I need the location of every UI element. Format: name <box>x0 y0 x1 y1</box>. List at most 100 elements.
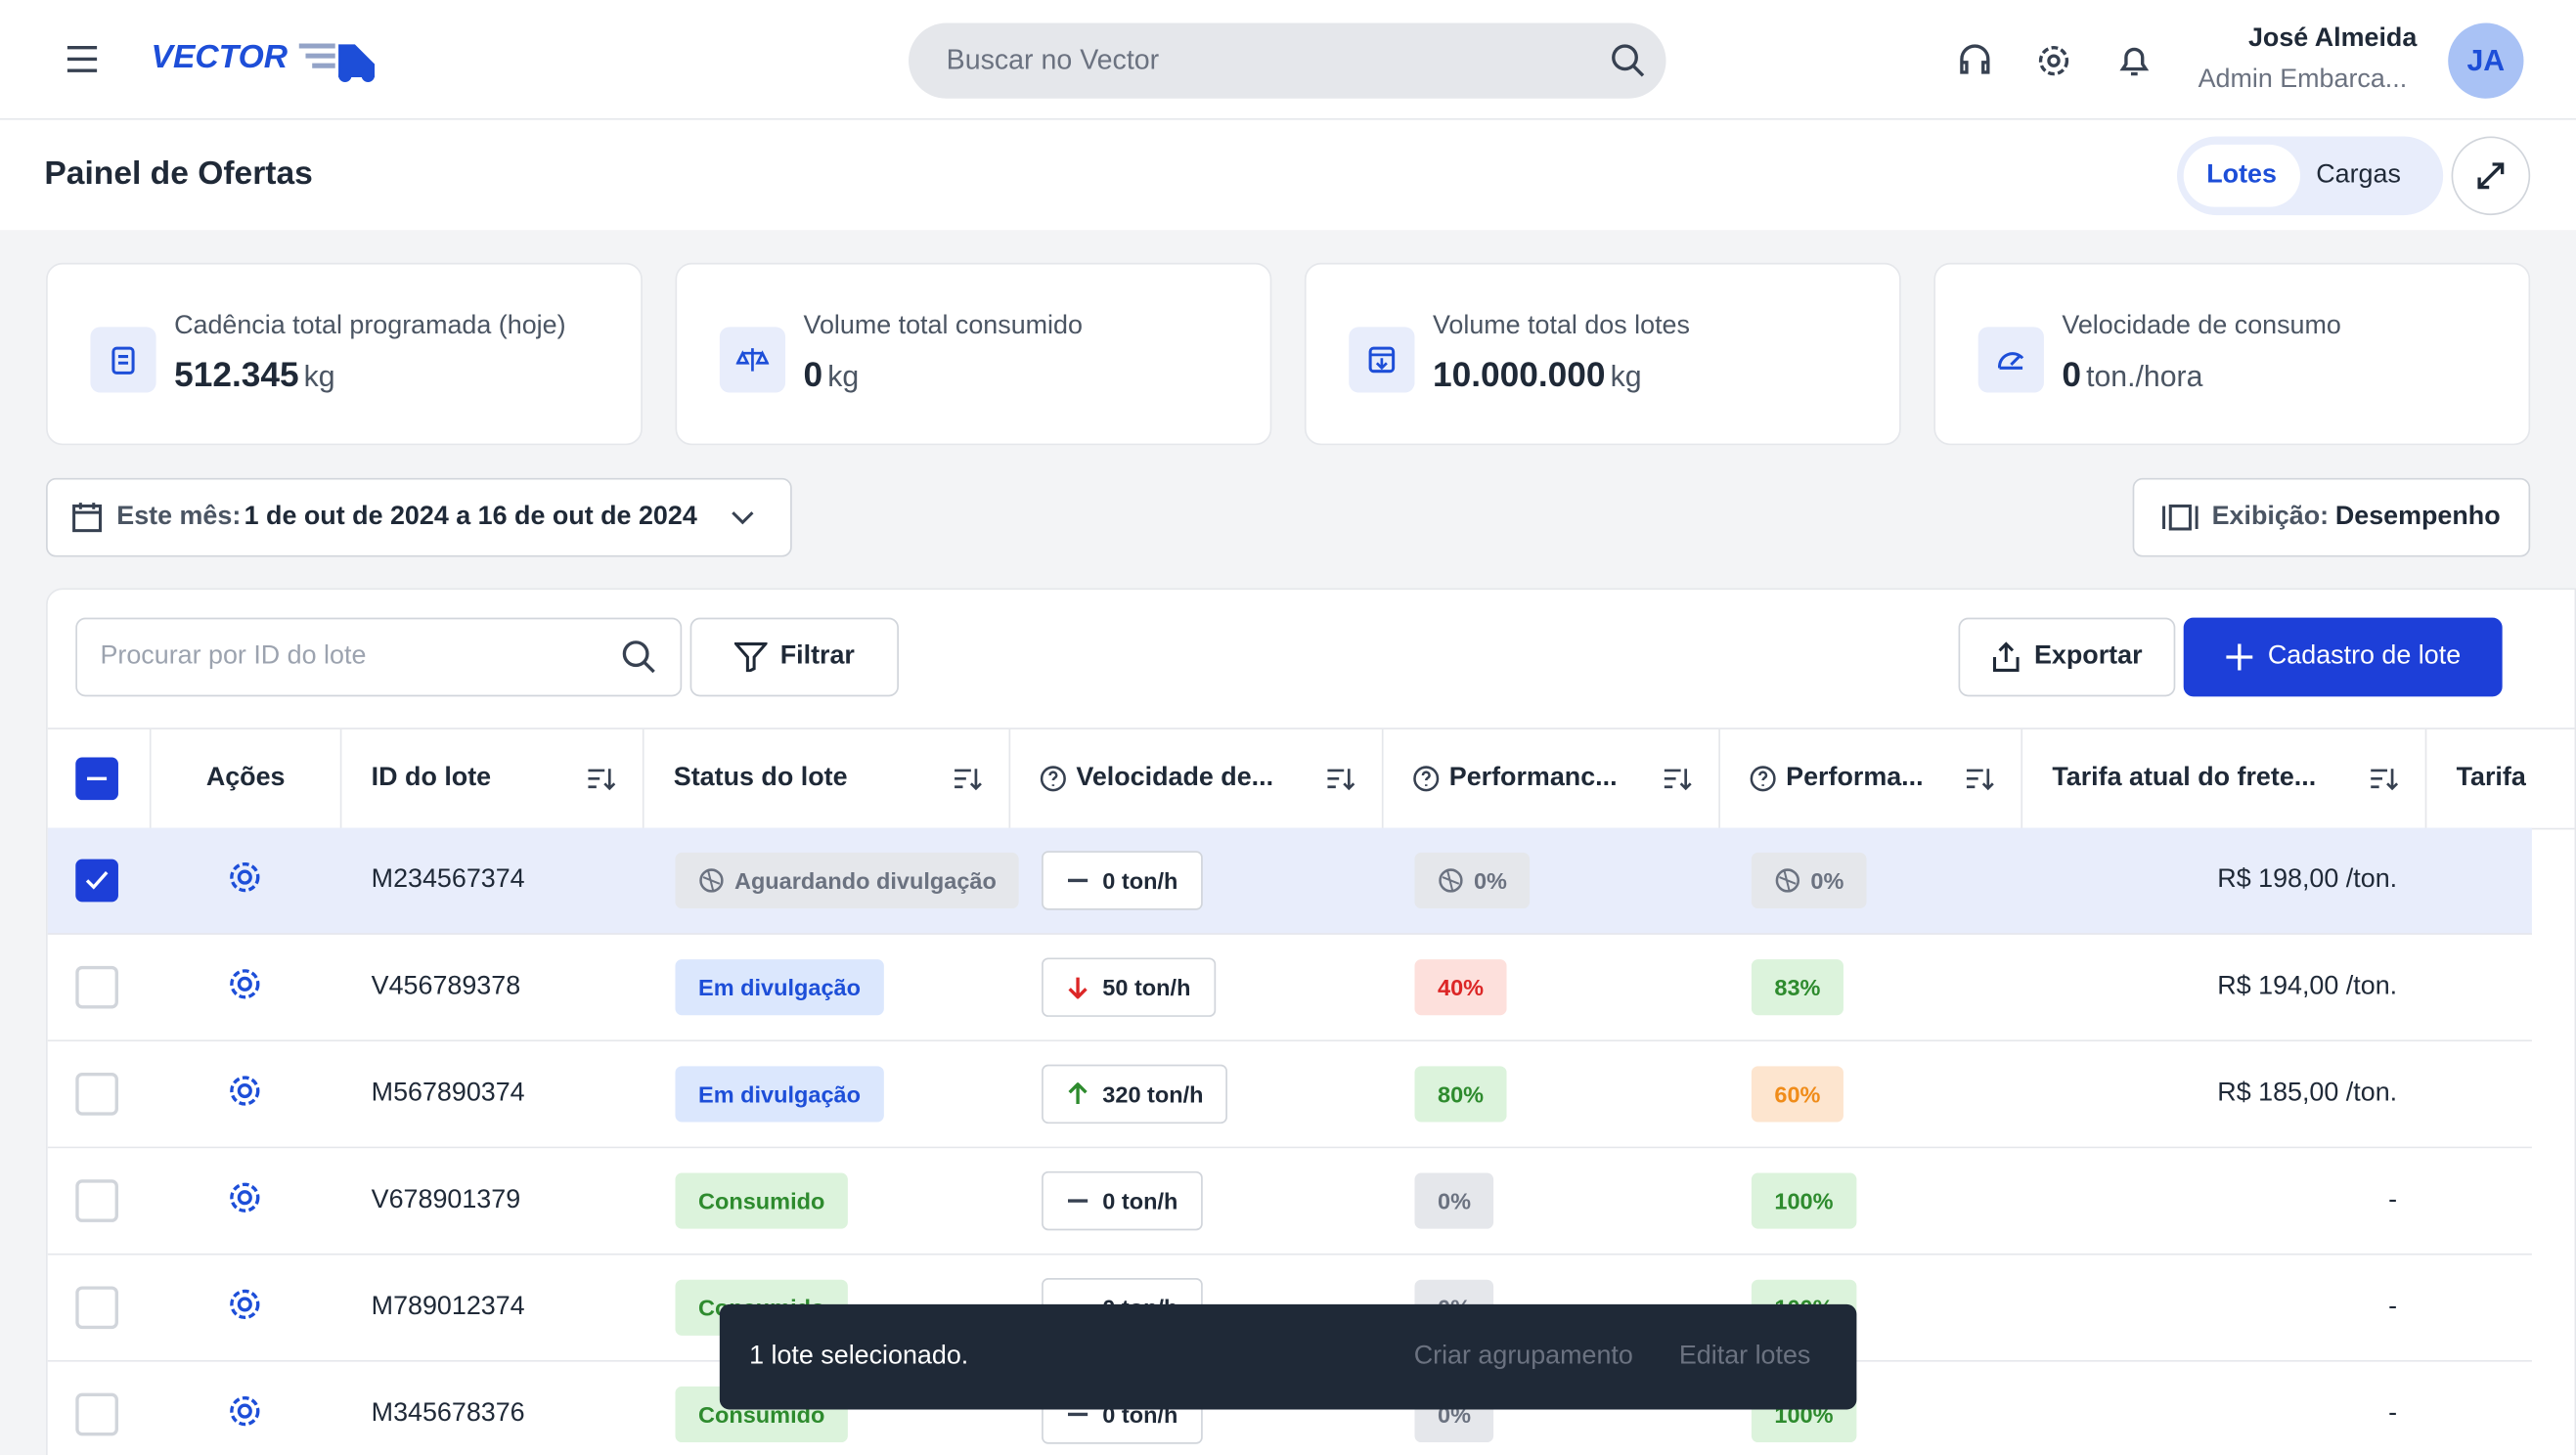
menu-icon[interactable] <box>66 44 99 73</box>
sort-icon <box>1327 769 1355 791</box>
stat-icon <box>1349 327 1415 393</box>
column-header[interactable]: Ações <box>152 728 342 828</box>
cell <box>75 828 118 934</box>
plus-icon <box>2226 643 2253 671</box>
row-checkbox[interactable] <box>75 965 118 1009</box>
period: 1 de out de 2024 a 16 de out de 2024 <box>244 503 697 531</box>
notification-icon[interactable] <box>2114 41 2154 80</box>
column-header[interactable]: ID do lote <box>341 728 644 828</box>
table-row[interactable]: M234567374 Aguardando divulgação 0 ton/h 0%… <box>47 827 2532 935</box>
performance-badge: 100% <box>1751 1172 1857 1229</box>
stat-glyph <box>1368 346 1396 374</box>
period-filter[interactable]: Este mês: 1 de out de 2024 a 16 de out de… <box>46 477 792 557</box>
row-checkbox[interactable] <box>75 859 118 903</box>
lot-search[interactable]: Procurar por ID do lote <box>75 617 683 697</box>
top-bar: VECTOR Buscar no Vector José Almeida Adm… <box>0 0 2576 120</box>
select-all[interactable] <box>75 757 118 801</box>
tab[interactable]: Lotes <box>2183 144 2300 207</box>
actions-button[interactable] <box>227 1072 263 1116</box>
cell: Consumido <box>675 1148 848 1254</box>
view-toggle[interactable]: Exibição: Desempenho <box>2132 477 2531 557</box>
actions-button[interactable] <box>227 1178 263 1222</box>
create-button[interactable]: Cadastro de lote <box>2183 617 2503 697</box>
trend-icon <box>1067 1412 1088 1417</box>
pending-icon <box>1439 868 1463 893</box>
cell <box>227 935 263 1040</box>
expand-icon <box>2477 162 2505 190</box>
stat-unit: kg <box>827 359 860 393</box>
snackbar-action[interactable]: Editar lotes <box>1678 1342 1811 1371</box>
row-checkbox[interactable] <box>75 1073 118 1116</box>
cell: 40% <box>1414 935 1507 1040</box>
actions-button[interactable] <box>227 859 263 903</box>
gear-icon <box>230 1181 260 1212</box>
performance-text: 80% <box>1438 1080 1485 1108</box>
tab[interactable]: Cargas <box>2316 160 2401 190</box>
column-title: Ações <box>205 764 286 792</box>
table-header: Ações ID do lote Status do lote Velocidade … <box>47 728 2575 830</box>
row-checkbox[interactable] <box>75 1286 118 1330</box>
column-header[interactable]: Status do lote <box>644 728 1011 828</box>
export-button[interactable]: Exportar <box>1958 617 2176 697</box>
lot-id: V678901379 <box>371 1185 521 1214</box>
actions-button[interactable] <box>227 1286 263 1330</box>
lot-id: V456789378 <box>371 972 521 1001</box>
support-icon[interactable] <box>1955 41 1994 80</box>
performance-text: 60% <box>1774 1080 1821 1108</box>
sort-icon <box>955 769 982 791</box>
column-title: Performa... <box>1786 764 1924 792</box>
cell <box>227 1362 263 1455</box>
actions-button[interactable] <box>227 1392 263 1436</box>
column-header[interactable]: Tarifa atual do frete... <box>2022 728 2427 828</box>
column-header[interactable]: Velocidade de... <box>1010 728 1384 828</box>
cell: 0 ton/h <box>1042 1148 1203 1254</box>
expand-button[interactable] <box>2451 136 2531 216</box>
export-label: Exportar <box>2033 641 2143 671</box>
cell: 83% <box>1751 935 1844 1040</box>
cell <box>75 1256 118 1361</box>
period-label: Este mês: <box>116 503 242 531</box>
cell: 50 ton/h <box>1042 935 1216 1040</box>
cell: 0 ton/h <box>1042 828 1203 934</box>
row-checkbox[interactable] <box>75 1392 118 1436</box>
sub-header: Painel de Ofertas Lotes Cargas <box>0 119 2576 231</box>
actions-button[interactable] <box>227 965 263 1009</box>
speed-text: 320 ton/h <box>1102 1080 1204 1108</box>
pending-icon <box>699 868 724 893</box>
filter-label: Filtrar <box>779 641 855 671</box>
stat-value-line: 10.000.000 kg <box>1433 357 1642 396</box>
performance-badge: 0% <box>1414 1172 1494 1229</box>
view: Desempenho <box>2334 503 2501 531</box>
column-header[interactable]: Performanc... <box>1384 728 1720 828</box>
snackbar-action[interactable]: Criar agrupamento <box>1413 1342 1633 1371</box>
speed-text: 50 ton/h <box>1102 974 1191 1001</box>
status-badge: Aguardando divulgação <box>675 852 1020 909</box>
row-checkbox[interactable] <box>75 1179 118 1222</box>
cell <box>75 1148 118 1254</box>
filter-button[interactable]: Filtrar <box>689 617 899 697</box>
table-row[interactable]: V456789378 Em divulgação 50 ton/h 40% 83% R$ … <box>47 934 2532 1042</box>
settings-icon[interactable] <box>2034 41 2073 80</box>
global-search[interactable]: Buscar no Vector <box>909 22 1666 99</box>
cell <box>227 1256 263 1361</box>
table-row[interactable]: M567890374 Em divulgação 320 ton/h 80% 60% R$… <box>47 1041 2532 1149</box>
tariff: - <box>2388 1293 2398 1321</box>
logo[interactable]: VECTOR <box>151 39 288 76</box>
stat-value: 0 <box>803 356 823 395</box>
create-label: Cadastro de lote <box>2267 641 2462 671</box>
speed-chip: 50 ton/h <box>1042 957 1216 1017</box>
column-title: Tarifa atual do frete... <box>2052 764 2317 792</box>
stat-glyph <box>1998 352 2024 370</box>
avatar[interactable]: JA <box>2448 22 2524 99</box>
table-row[interactable]: V678901379 Consumido 0 ton/h 0% 100% - <box>47 1148 2532 1256</box>
status-text: Consumido <box>698 1187 825 1214</box>
column-header[interactable]: Performa... <box>1720 728 2023 828</box>
stat-label: Volume total dos lotes <box>1432 312 1690 340</box>
column-header[interactable]: Tarifa <box>2426 729 2574 828</box>
speed-text: 0 ton/h <box>1102 1187 1178 1214</box>
speed-text: 0 ton/h <box>1102 867 1178 894</box>
minus-icon <box>87 776 108 780</box>
snackbar: 1 lote selecionado. Criar agrupamento Ed… <box>719 1303 1857 1410</box>
sort-icon <box>2371 769 2399 791</box>
